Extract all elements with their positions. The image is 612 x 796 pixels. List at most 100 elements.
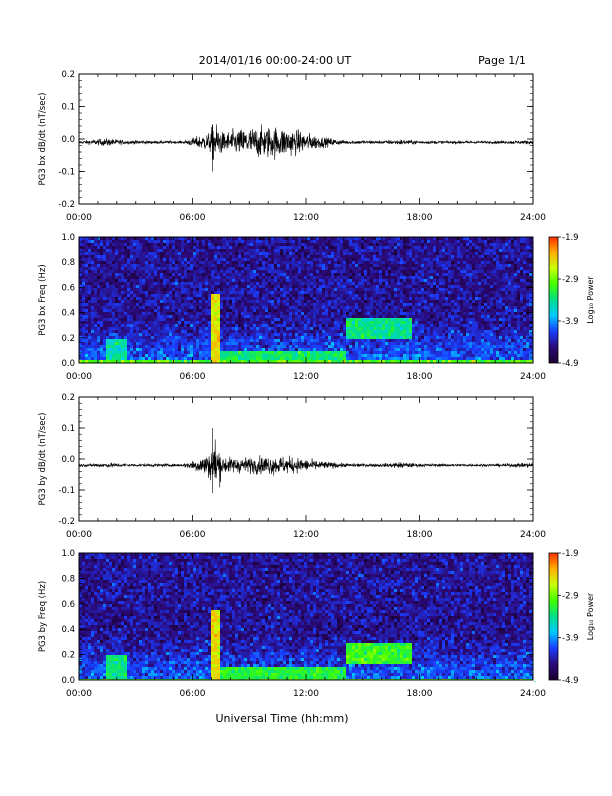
spectrogram-cell xyxy=(193,285,196,288)
spectrogram-cell xyxy=(346,300,349,303)
spectrogram-cell xyxy=(319,240,322,243)
spectrogram-cell xyxy=(283,249,286,252)
spectrogram-cell xyxy=(133,309,136,312)
spectrogram-cell xyxy=(379,291,382,294)
spectrogram-cell xyxy=(409,273,412,276)
spectrogram-cell xyxy=(349,270,352,273)
spectrogram-cell xyxy=(346,279,349,282)
spectrogram-cell xyxy=(265,306,268,309)
spectrogram-cell xyxy=(277,243,280,246)
spectrogram-cell xyxy=(418,324,421,327)
spectrogram-cell xyxy=(157,279,160,282)
spectrogram-cell xyxy=(319,318,322,321)
spectrogram-cell xyxy=(163,342,166,345)
spectrogram-cell xyxy=(397,279,400,282)
spectrogram-cell xyxy=(172,270,175,273)
spectrogram-cell xyxy=(418,330,421,333)
spectrogram-cell xyxy=(355,270,358,273)
spectrogram-cell xyxy=(310,339,313,342)
spectrogram-cell xyxy=(124,294,127,297)
spectrogram-cell xyxy=(232,315,235,318)
spectrogram-cell xyxy=(238,348,241,351)
spectrogram-cell xyxy=(91,288,94,291)
spectrogram-cell xyxy=(307,252,310,255)
spectrogram-cell xyxy=(211,258,214,261)
spectrogram-cell xyxy=(262,351,265,354)
spectrogram-cell xyxy=(307,270,310,273)
spectrogram-cell xyxy=(388,297,391,300)
spectrogram-cell xyxy=(112,339,115,342)
spectrogram-cell xyxy=(238,288,241,291)
spectrogram-cell xyxy=(88,333,91,336)
spectrogram-cell xyxy=(253,324,256,327)
spectrogram-cell xyxy=(94,312,97,315)
spectrogram-cell xyxy=(262,342,265,345)
spectrogram-cell xyxy=(112,315,115,318)
spectrogram-cell xyxy=(121,333,124,336)
spectrogram-cell xyxy=(121,327,124,330)
spectrogram-cell xyxy=(199,270,202,273)
spectrogram-cell xyxy=(301,276,304,279)
spectrogram-cell xyxy=(310,249,313,252)
spectrogram-cell xyxy=(391,246,394,249)
spectrogram-cell xyxy=(205,345,208,348)
spectrogram-cell xyxy=(166,297,169,300)
spectrogram-cell xyxy=(322,333,325,336)
spectrogram-cell xyxy=(205,270,208,273)
spectrogram-cell xyxy=(385,303,388,306)
spectrogram-cell xyxy=(211,309,214,312)
spectrogram-cell xyxy=(247,348,250,351)
spectrogram-cell xyxy=(328,249,331,252)
spectrogram-cell xyxy=(241,354,244,357)
spectrogram-cell xyxy=(82,324,85,327)
spectrogram-cell xyxy=(268,282,271,285)
spectrogram-cell xyxy=(151,285,154,288)
spectrogram-cell xyxy=(223,285,226,288)
spectrogram-cell xyxy=(358,282,361,285)
spectrogram-cell xyxy=(388,357,391,360)
spectrogram-cell xyxy=(406,273,409,276)
spectrogram-cell xyxy=(178,336,181,339)
spectrogram-cell xyxy=(157,321,160,324)
spectrogram-cell xyxy=(301,324,304,327)
spectrogram-cell xyxy=(286,330,289,333)
spectrogram-cell xyxy=(265,318,268,321)
spectrogram-cell xyxy=(88,315,91,318)
spectrogram-cell xyxy=(82,348,85,351)
spectrogram-cell xyxy=(232,252,235,255)
spectrogram-cell xyxy=(319,303,322,306)
spectrogram-cell xyxy=(304,255,307,258)
spectrogram-cell xyxy=(289,255,292,258)
spectrogram-cell xyxy=(316,282,319,285)
spectrogram-cell xyxy=(352,357,355,360)
spectrogram-cell xyxy=(205,309,208,312)
spectrogram-cell xyxy=(232,324,235,327)
spectrogram-cell xyxy=(376,243,379,246)
spectrogram-cell xyxy=(400,240,403,243)
spectrogram-cell xyxy=(340,357,343,360)
spectrogram-cell xyxy=(205,315,208,318)
spectrogram-cell xyxy=(319,312,322,315)
spectrogram-cell xyxy=(223,309,226,312)
spectrogram-cell xyxy=(259,357,262,360)
spectrogram-cell xyxy=(109,252,112,255)
spectrogram-cell xyxy=(298,273,301,276)
spectrogram-cell xyxy=(178,276,181,279)
spectrogram-cell xyxy=(247,267,250,270)
spectrogram-cell xyxy=(136,243,139,246)
spectrogram-cell xyxy=(280,273,283,276)
spectrogram-cell xyxy=(133,264,136,267)
spectrogram-cell xyxy=(400,261,403,264)
spectrogram-cell xyxy=(97,273,100,276)
spectrogram-cell xyxy=(271,255,274,258)
spectrogram-cell xyxy=(160,276,163,279)
spectrogram-cell xyxy=(376,312,379,315)
spectrogram-cell xyxy=(100,306,103,309)
spectrogram-cell xyxy=(385,297,388,300)
spectrogram-cell xyxy=(163,336,166,339)
spectrogram-cell xyxy=(112,288,115,291)
spectrogram-cell xyxy=(394,300,397,303)
spectrogram-cell xyxy=(118,273,121,276)
spectrogram-cell xyxy=(274,273,277,276)
spectrogram-cell xyxy=(169,264,172,267)
